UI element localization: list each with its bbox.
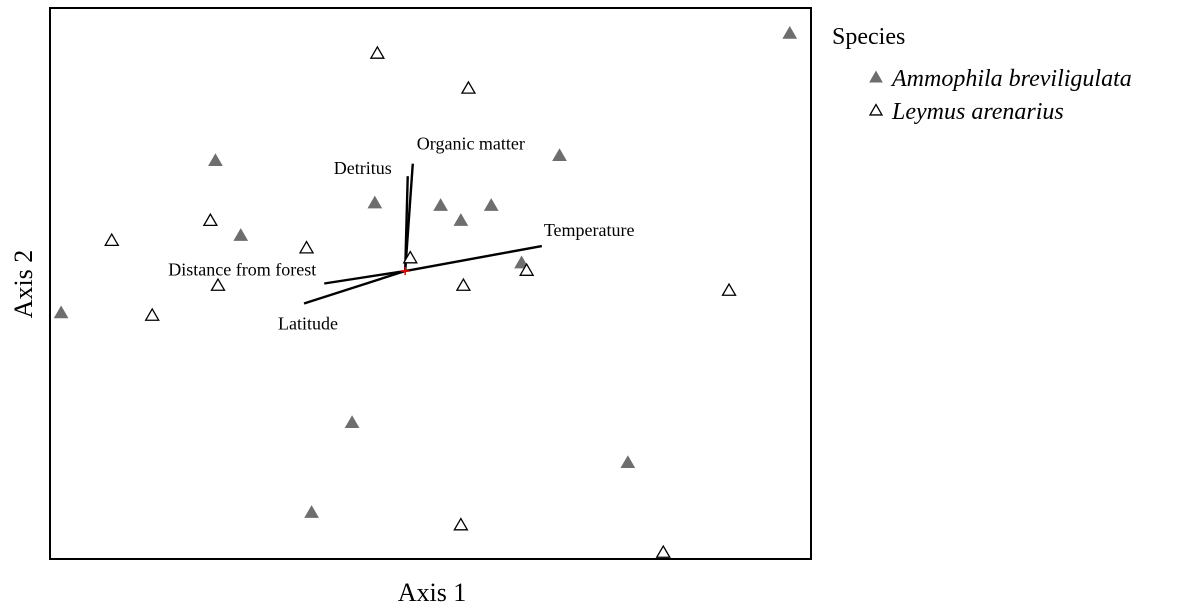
point-leymus-arenarius-11	[453, 517, 469, 531]
vector-label-detritus: Detritus	[334, 158, 392, 178]
vector-detritus	[404, 176, 409, 272]
vector-label-temperature: Temperature	[544, 220, 635, 240]
point-ammophila-breviligulata-9	[53, 305, 69, 319]
point-leymus-arenarius-9	[721, 282, 737, 296]
x-axis-title: Axis 1	[398, 578, 467, 607]
vector-label-distance-from-forest: Distance from forest	[168, 260, 316, 280]
point-leymus-arenarius-4	[298, 240, 315, 254]
point-ammophila-breviligulata-0	[782, 25, 798, 39]
legend-marker-ammophila-breviligulata	[869, 70, 883, 83]
point-ammophila-breviligulata-5	[483, 198, 499, 211]
legend: Species Ammophila breviligulata Leymus ar…	[832, 24, 1132, 125]
point-ammophila-breviligulata-3	[367, 195, 383, 209]
y-axis-title: Axis 2	[9, 250, 38, 319]
point-leymus-arenarius-12	[655, 544, 671, 558]
point-leymus-arenarius-0	[369, 45, 385, 59]
point-leymus-arenarius-7	[210, 277, 226, 291]
point-leymus-arenarius-1	[460, 80, 477, 94]
environmental-vectors	[303, 163, 543, 305]
point-ammophila-breviligulata-2	[208, 153, 223, 167]
point-ammophila-breviligulata-11	[620, 455, 636, 468]
legend-marker-leymus-arenarius	[868, 103, 884, 116]
point-leymus-arenarius-3	[104, 232, 120, 247]
legend-label-ammophila-breviligulata: Ammophila breviligulata	[890, 66, 1132, 92]
origin-marker	[401, 267, 410, 276]
point-ammophila-breviligulata-7	[233, 228, 249, 241]
vector-distance-from-forest	[324, 269, 406, 285]
vector-labels: Organic matter Detritus Temperature Distanc…	[168, 134, 634, 334]
vector-latitude	[303, 269, 406, 305]
plot-frame	[49, 7, 812, 560]
point-ammophila-breviligulata-4	[433, 198, 448, 211]
vector-label-organic-matter: Organic matter	[417, 134, 525, 154]
legend-title: Species	[832, 24, 905, 50]
point-ammophila-breviligulata-10	[344, 415, 360, 429]
point-ammophila-breviligulata-8	[514, 255, 529, 269]
point-leymus-arenarius-5	[402, 250, 418, 264]
point-leymus-arenarius-8	[455, 277, 472, 291]
point-leymus-arenarius-6	[519, 262, 535, 276]
point-ammophila-breviligulata-6	[453, 213, 469, 226]
vector-label-latitude: Latitude	[278, 313, 338, 333]
point-ammophila-breviligulata-12	[304, 505, 319, 518]
point-leymus-arenarius-2	[202, 212, 219, 227]
point-ammophila-breviligulata-1	[552, 148, 567, 162]
sample-points	[53, 25, 798, 558]
legend-label-leymus-arenarius: Leymus arenarius	[891, 99, 1064, 125]
point-leymus-arenarius-10	[144, 307, 160, 321]
legend-items: Ammophila breviligulata Leymus arenarius	[868, 66, 1132, 125]
vector-temperature	[404, 244, 543, 273]
